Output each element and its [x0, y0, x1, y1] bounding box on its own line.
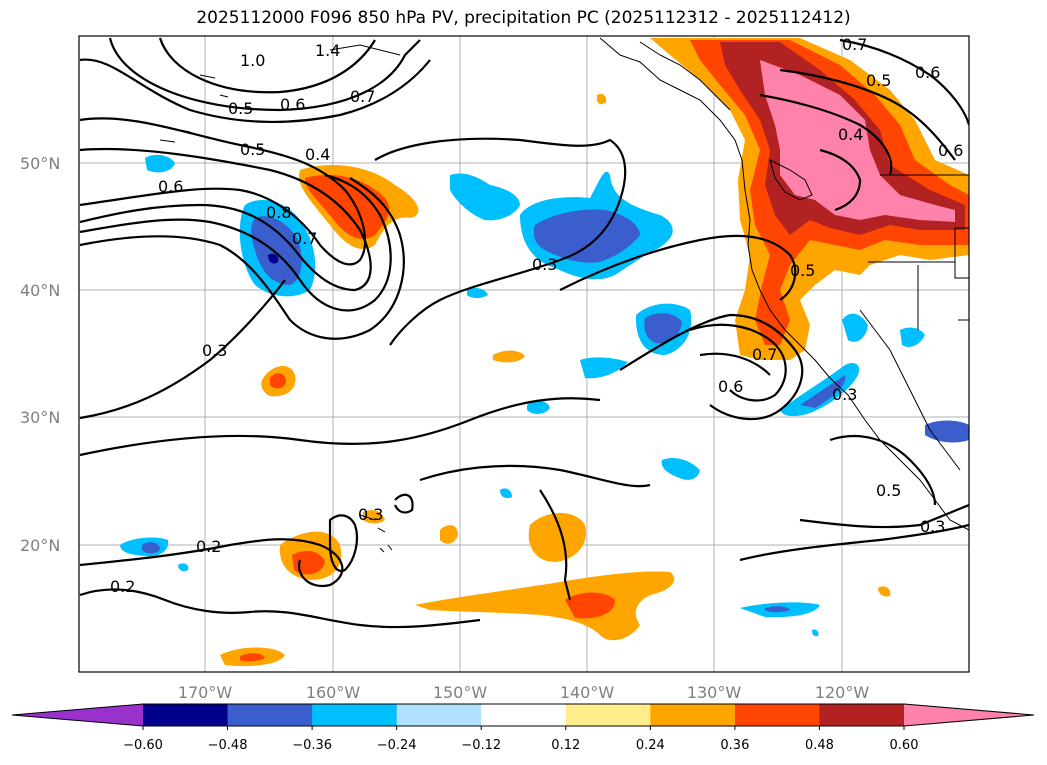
contour-label: 0.6 [280, 95, 305, 114]
colorbar-cell [312, 704, 398, 726]
contour-label: 0.3 [832, 385, 857, 404]
contour-label: 0.4 [838, 125, 863, 144]
colorbar-cell [396, 704, 482, 726]
contour-label: 0.6 [158, 177, 183, 196]
contour-label: 0.5 [866, 71, 891, 90]
contour-label: 0.3 [532, 255, 557, 274]
colorbar-tick-label: 0.60 [890, 738, 919, 753]
colorbar-cells [143, 704, 905, 726]
colorbar-tick-label: 0.24 [636, 738, 665, 753]
lon-label: 120°W [815, 683, 870, 702]
colorbar-tick-label: 0.48 [805, 738, 834, 753]
lat-label: 40°N [20, 281, 60, 300]
lat-label: 30°N [20, 408, 60, 427]
contour-label: 0.3 [202, 341, 227, 360]
colorbar-cell [481, 704, 567, 726]
lat-label: 20°N [20, 536, 60, 555]
contour-label: 0.4 [305, 145, 330, 164]
colorbar-tick-label: 0.12 [551, 738, 580, 753]
contour-label: 0.6 [938, 141, 963, 160]
contour-label: 0.5 [228, 99, 253, 118]
lat-label: 50°N [20, 154, 60, 173]
colorbar-tick-label: −0.60 [123, 738, 163, 753]
colorbar-cell [565, 704, 651, 726]
contour-label: 0.6 [915, 63, 940, 82]
lon-label: 160°W [306, 683, 361, 702]
lon-label: 170°W [178, 683, 233, 702]
map-frame [78, 35, 970, 673]
lon-label: 150°W [433, 683, 488, 702]
contour-label: 1.4 [315, 41, 340, 60]
colorbar-tick-labels: −0.60 −0.48 −0.36 −0.24 −0.12 0.12 0.24 0.36 0.4… [123, 738, 918, 753]
contour-label: 0.6 [718, 377, 743, 396]
colorbar-cell [143, 704, 229, 726]
latitude-labels: 50°N 40°N 30°N 20°N [20, 154, 60, 555]
contour-label: 0.7 [752, 345, 777, 364]
contour-label: 1.0 [240, 51, 265, 70]
lon-label: 140°W [560, 683, 615, 702]
colorbar: −0.60 −0.48 −0.36 −0.24 −0.12 0.12 0.24 0.36 0.4… [11, 703, 1035, 753]
contour-label: 0.2 [110, 577, 135, 596]
longitude-labels: 170°W 160°W 150°W 140°W 130°W 120°W [178, 683, 870, 702]
map-title: 2025112000 F096 850 hPa PV, precipitatio… [196, 8, 851, 28]
colorbar-cell [819, 704, 905, 726]
colorbar-tick-label: 0.36 [720, 738, 749, 753]
colorbar-cell [734, 704, 820, 726]
contour-label: 0.7 [292, 229, 317, 248]
colorbar-right-extension [904, 704, 1034, 726]
colorbar-cell [227, 704, 313, 726]
contour-labels: 1.0 1.4 0.7 0.5 0.6 0.5 0.4 0.6 0.8 0.7 … [110, 35, 963, 596]
colorbar-tick-label: −0.36 [292, 738, 332, 753]
precip-positive-shading [220, 38, 969, 667]
contour-label: 0.2 [196, 537, 221, 556]
lon-label: 130°W [687, 683, 742, 702]
contour-label: 0.5 [240, 140, 265, 159]
colorbar-tick-label: −0.24 [377, 738, 417, 753]
colorbar-ticks [142, 726, 905, 730]
contour-label: 0.7 [350, 87, 375, 106]
pv-contours [79, 37, 969, 629]
contour-label: 0.3 [920, 517, 945, 536]
contour-label: 0.5 [790, 261, 815, 280]
colorbar-cell [650, 704, 736, 726]
colorbar-tick-label: −0.48 [208, 738, 248, 753]
contour-label: 0.3 [358, 505, 383, 524]
colorbar-tick-label: −0.12 [461, 738, 501, 753]
contour-label: 0.5 [876, 481, 901, 500]
precip-negative-shading [120, 154, 969, 637]
contour-label: 0.8 [266, 203, 291, 222]
contour-label: 0.7 [842, 35, 867, 54]
colorbar-left-extension [12, 704, 143, 726]
